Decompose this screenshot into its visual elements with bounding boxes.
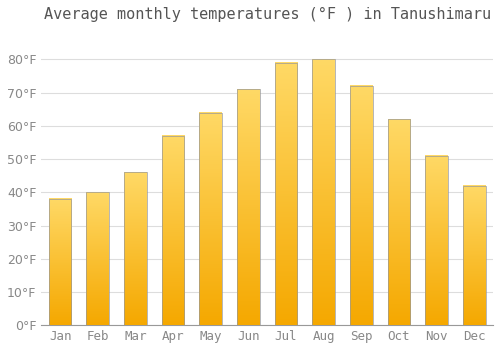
Bar (237, 89, 260, 325)
Bar (162, 136, 184, 325)
Bar (86, 192, 109, 325)
Bar (49, 199, 72, 325)
Title: Average monthly temperatures (°F ) in Tanushimaru: Average monthly temperatures (°F ) in Ta… (44, 7, 490, 22)
Bar (426, 156, 448, 325)
Bar (388, 119, 410, 325)
Bar (463, 186, 485, 325)
Bar (274, 63, 297, 325)
Bar (350, 86, 372, 325)
Bar (200, 113, 222, 325)
Bar (312, 60, 335, 325)
Bar (124, 173, 146, 325)
